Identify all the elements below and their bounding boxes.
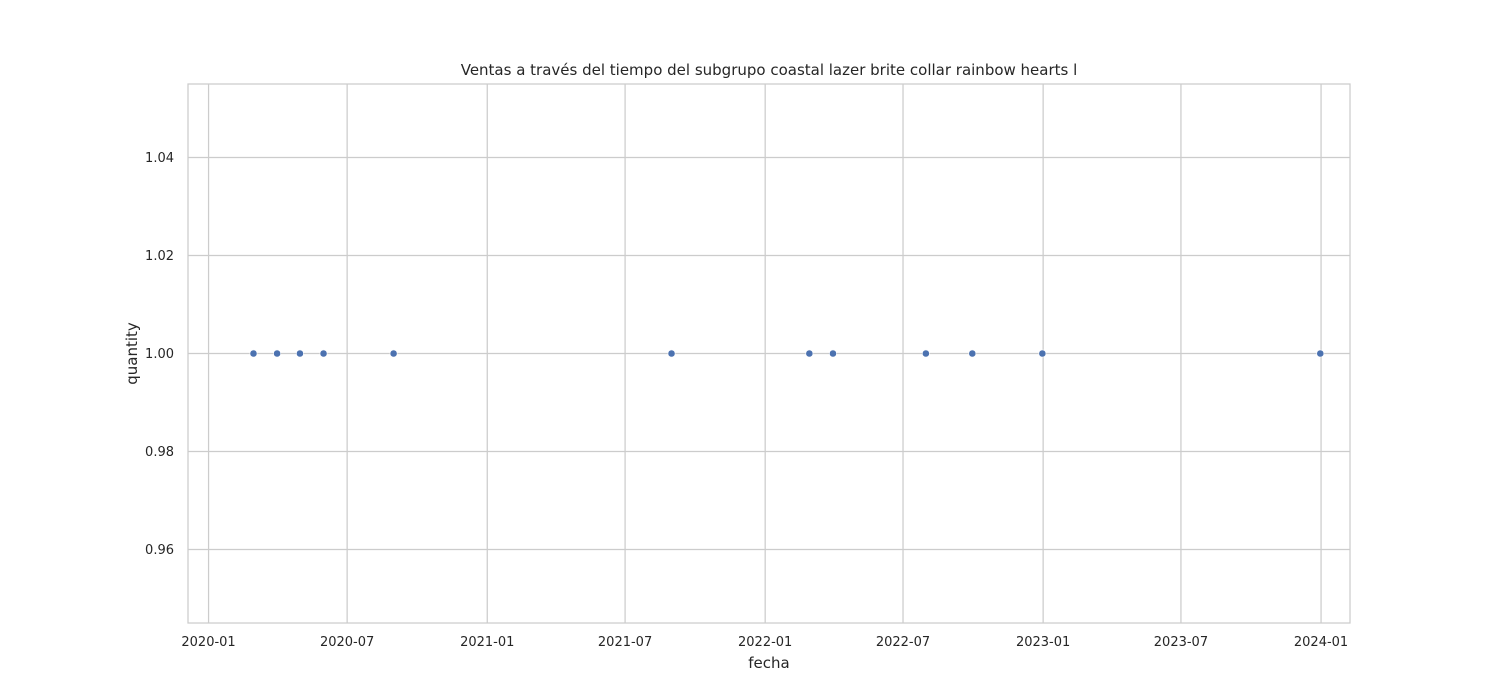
data-point [1038,349,1047,358]
y-axis-ticks: 0.96 0.98 1.00 1.02 1.04 [145,151,174,558]
data-point [667,349,676,358]
chart-title: Ventas a través del tiempo del subgrupo … [461,61,1078,79]
x-tick-label: 2020-01 [181,635,235,650]
y-tick-label: 1.00 [145,347,174,362]
x-tick-label: 2022-07 [876,635,930,650]
data-point [273,349,281,358]
x-tick-label: 2023-07 [1154,635,1208,650]
x-tick-label: 2020-07 [320,635,374,650]
y-tick-label: 0.98 [145,445,174,460]
data-point [1316,349,1325,358]
y-tick-label: 1.04 [145,151,174,166]
x-tick-label: 2021-01 [460,635,514,650]
data-point [805,349,814,358]
y-tick-label: 0.96 [145,543,174,558]
y-axis-label: quantity [123,322,141,385]
x-tick-label: 2024-01 [1294,635,1348,650]
data-points [249,349,1325,358]
plot-frame [187,83,1351,624]
data-point [296,349,304,358]
y-tick-label: 1.02 [145,249,174,264]
data-point [829,349,837,358]
data-point [968,349,977,358]
x-tick-label: 2023-01 [1016,635,1070,650]
x-axis-ticks: 2020-01 2020-07 2021-01 2021-07 2022-01 2022-… [181,635,1348,650]
data-point [319,349,328,358]
data-point [389,349,398,358]
data-point [921,349,930,358]
x-tick-label: 2021-07 [598,635,652,650]
data-point [249,349,258,358]
x-tick-label: 2022-01 [738,635,792,650]
x-axis-label: fecha [748,654,789,672]
